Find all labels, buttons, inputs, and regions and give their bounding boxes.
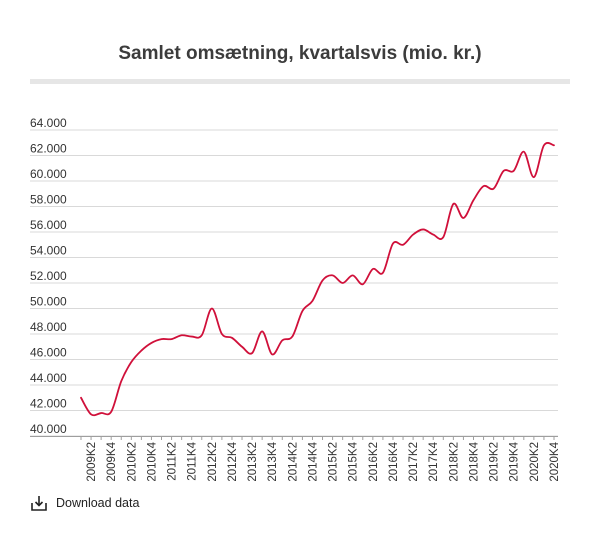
- y-tick-label: 56.000: [30, 218, 67, 232]
- x-tick-label: 2011K4: [187, 441, 199, 480]
- data-point[interactable]: [521, 149, 527, 155]
- x-tick-label: 2019K4: [509, 441, 521, 481]
- data-point[interactable]: [390, 240, 396, 246]
- y-tick-label: 50.000: [30, 295, 67, 309]
- y-tick-label: 42.000: [30, 397, 67, 411]
- data-point[interactable]: [551, 142, 557, 148]
- data-point[interactable]: [128, 359, 134, 365]
- y-tick-label: 64.000: [30, 116, 67, 130]
- data-point[interactable]: [410, 232, 416, 238]
- y-tick-label: 52.000: [30, 269, 67, 283]
- data-point[interactable]: [199, 332, 205, 338]
- title-divider: [30, 79, 570, 84]
- download-data-label: Download data: [56, 496, 140, 510]
- data-point[interactable]: [430, 232, 436, 238]
- y-tick-label: 58.000: [30, 193, 67, 207]
- data-point[interactable]: [239, 344, 245, 350]
- data-point[interactable]: [189, 334, 195, 340]
- data-point[interactable]: [370, 266, 376, 272]
- y-tick-label: 60.000: [30, 167, 67, 181]
- data-point[interactable]: [148, 340, 154, 346]
- data-point[interactable]: [279, 337, 285, 343]
- data-point[interactable]: [360, 281, 366, 287]
- data-point[interactable]: [350, 272, 356, 278]
- data-point[interactable]: [541, 142, 547, 148]
- data-point[interactable]: [219, 331, 225, 337]
- data-point[interactable]: [269, 351, 275, 357]
- x-tick-label: 2016K4: [388, 441, 400, 481]
- data-point[interactable]: [289, 334, 295, 340]
- data-point[interactable]: [229, 335, 235, 341]
- x-tick-label: 2020K2: [529, 442, 541, 482]
- x-tick-label: 2019K2: [489, 442, 501, 482]
- data-point[interactable]: [481, 183, 487, 189]
- data-point[interactable]: [138, 348, 144, 354]
- x-tick-label: 2020K4: [549, 441, 561, 481]
- data-point[interactable]: [108, 409, 114, 415]
- x-tick-label: 2014K2: [287, 442, 299, 482]
- x-tick-label: 2017K4: [428, 441, 440, 481]
- data-point[interactable]: [320, 277, 326, 283]
- data-point[interactable]: [209, 306, 215, 312]
- y-tick-label: 46.000: [30, 346, 67, 360]
- data-point[interactable]: [159, 336, 165, 342]
- data-point[interactable]: [259, 328, 265, 334]
- data-point[interactable]: [420, 226, 426, 232]
- download-icon: [30, 494, 48, 512]
- data-point[interactable]: [98, 410, 104, 416]
- x-tick-label: 2012K2: [207, 442, 219, 482]
- x-tick-label: 2017K2: [408, 442, 420, 482]
- data-point[interactable]: [380, 270, 386, 276]
- data-point[interactable]: [118, 378, 124, 384]
- x-tick-label: 2010K2: [126, 442, 138, 482]
- data-point[interactable]: [249, 350, 255, 356]
- x-tick-label: 2015K4: [348, 441, 360, 481]
- data-point[interactable]: [450, 201, 456, 207]
- chart-title: Samlet omsætning, kvartalsvis (mio. kr.): [118, 43, 482, 64]
- x-tick-label: 2012K4: [227, 441, 239, 481]
- data-point[interactable]: [299, 308, 305, 314]
- data-point[interactable]: [309, 298, 315, 304]
- y-tick-label: 62.000: [30, 142, 67, 156]
- x-tick-label: 2013K4: [267, 441, 279, 481]
- y-tick-label: 48.000: [30, 320, 67, 334]
- data-point[interactable]: [78, 395, 84, 401]
- y-tick-label: 44.000: [30, 371, 67, 385]
- data-point[interactable]: [340, 280, 346, 286]
- x-tick-label: 2013K2: [247, 442, 259, 482]
- data-point[interactable]: [330, 272, 336, 278]
- series-line: [80, 142, 555, 417]
- x-tick-label: 2016K2: [368, 442, 380, 482]
- y-tick-label: 40.000: [30, 422, 67, 436]
- download-data-button[interactable]: Download data: [30, 494, 139, 512]
- x-tick-label: 2009K4: [106, 441, 118, 481]
- data-point[interactable]: [88, 411, 94, 417]
- data-point[interactable]: [179, 332, 185, 338]
- data-point[interactable]: [501, 168, 507, 174]
- x-tick-label: 2018K2: [448, 442, 460, 482]
- data-point[interactable]: [400, 242, 406, 248]
- x-tick-label: 2011K2: [167, 442, 179, 481]
- data-point[interactable]: [511, 168, 517, 174]
- data-point[interactable]: [491, 186, 497, 192]
- x-tick-label: 2015K2: [328, 442, 340, 482]
- x-tick-label: 2009K2: [86, 442, 98, 482]
- x-tick-label: 2010K4: [146, 441, 158, 481]
- x-tick-label: 2018K4: [468, 441, 480, 481]
- x-tick-label: 2014K4: [307, 441, 319, 481]
- data-point[interactable]: [470, 197, 476, 203]
- data-point[interactable]: [169, 336, 175, 342]
- data-point[interactable]: [460, 215, 466, 221]
- y-tick-label: 54.000: [30, 244, 67, 258]
- data-point[interactable]: [531, 174, 537, 180]
- data-point[interactable]: [440, 234, 446, 240]
